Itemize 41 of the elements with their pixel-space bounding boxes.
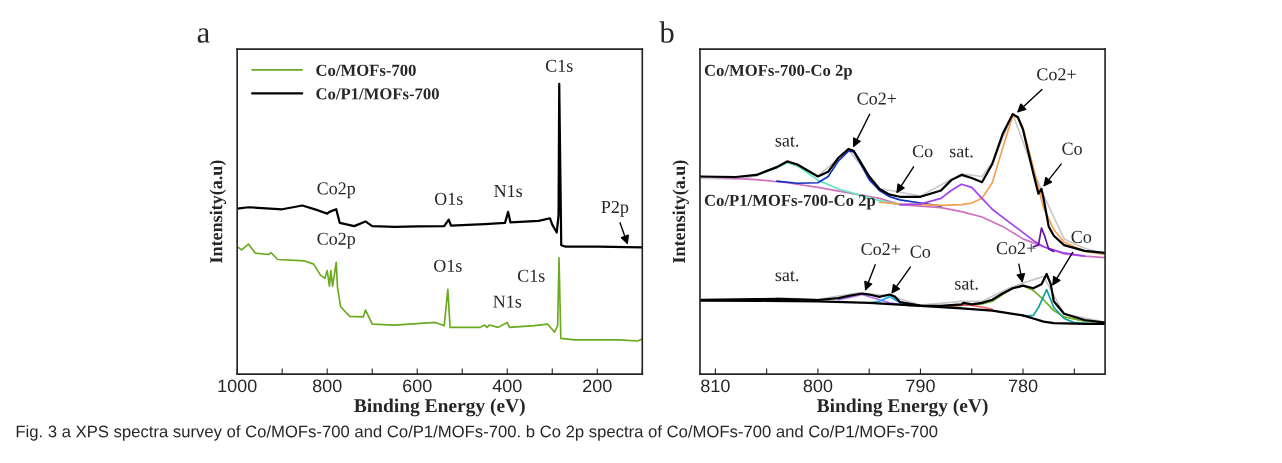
- x-tick-label: 200: [583, 379, 612, 393]
- annotation: Co2p: [317, 182, 356, 199]
- annotation: Co: [910, 245, 931, 258]
- chart-title: b: [659, 21, 674, 43]
- annotation: Co2+: [996, 242, 1036, 255]
- legend-label: Co/P1/MOFs-700: [316, 88, 439, 100]
- text: Co/MOFs-700-Co 2p: [704, 64, 852, 80]
- annotation: P2p: [601, 200, 629, 217]
- x-tick-label: 600: [403, 379, 432, 393]
- annotation: sat.: [775, 270, 799, 282]
- annotation: C1s: [545, 59, 573, 72]
- x-tick-label: 1000: [218, 379, 257, 393]
- annotation: sat.: [775, 136, 799, 147]
- annotation: Co: [912, 145, 933, 158]
- annotation: Co2+: [1037, 68, 1076, 81]
- annotation: sat.: [955, 279, 978, 290]
- annotation: N1s: [493, 295, 522, 308]
- chart-title: a: [197, 28, 210, 43]
- x-axis-title: Binding Energy (eV): [354, 398, 525, 417]
- x-tick-label: 790: [906, 379, 935, 393]
- annotation: O1s: [434, 192, 463, 205]
- y-axis-title: Intensity(a.u): [209, 160, 227, 263]
- annotation: Co: [1062, 142, 1082, 155]
- annotation: sat.: [949, 147, 973, 158]
- annotation: Co: [1071, 230, 1092, 243]
- annotation: Co/P1/MOFs-700-Co 2p: [704, 194, 876, 210]
- caption: Fig. 3 a XPS spectra survey of Co/MOFs-700 and Co/P1/MOFs-700. b Co 2p spectra of Co/MOFs-700 and Co/P1/MOFs-700: [16, 425, 938, 441]
- annotation: N1s: [494, 185, 523, 198]
- annotation: Co2p: [317, 232, 356, 249]
- y-axis-title: Intensity(a.u): [672, 160, 689, 263]
- x-tick-label: 780: [1008, 379, 1038, 393]
- annotation: O1s: [434, 259, 462, 272]
- annotation: Co2+: [857, 92, 897, 105]
- x-tick-label: 800: [803, 379, 833, 393]
- x-tick-label: 800: [312, 379, 342, 393]
- annotation: C1s: [517, 269, 545, 282]
- x-tick-label: 810: [701, 379, 730, 393]
- x-axis-title: Binding Energy (eV): [816, 398, 988, 417]
- legend-label: Co/MOFs-700: [316, 64, 416, 76]
- x-tick-label: 400: [492, 379, 522, 393]
- annotation: Co2+: [861, 242, 900, 256]
